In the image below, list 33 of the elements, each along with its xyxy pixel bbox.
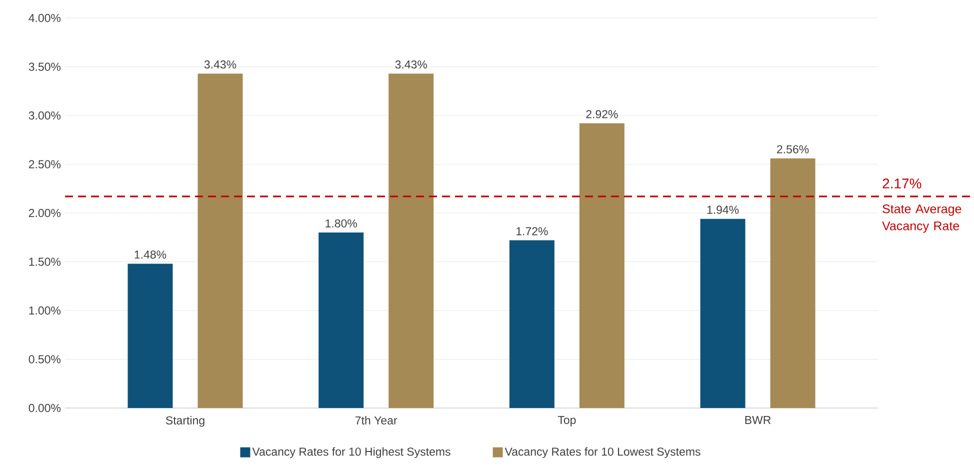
data-label: 3.43% bbox=[204, 60, 236, 69]
y-tick-label: 0.00% bbox=[28, 404, 61, 412]
data-label: 1.48% bbox=[134, 250, 166, 259]
x-tick-label: BWR bbox=[745, 416, 771, 424]
bar bbox=[579, 123, 624, 408]
data-label: 3.43% bbox=[395, 60, 427, 69]
x-tick-label: Starting bbox=[166, 416, 204, 427]
y-tick-label: 1.50% bbox=[29, 258, 61, 266]
y-tick-label: 1.00% bbox=[29, 306, 61, 315]
legend-label: Vacancy Rates for 10 Lowest Systems bbox=[504, 447, 700, 458]
bar bbox=[388, 74, 434, 408]
bar bbox=[318, 232, 364, 408]
y-tick-label: 3.50% bbox=[28, 62, 61, 71]
y-tick-label: 4.00% bbox=[28, 14, 61, 22]
x-tick-label: Top bbox=[558, 416, 576, 426]
data-label: 2.92% bbox=[586, 110, 618, 118]
bar bbox=[770, 158, 816, 408]
x-tick-label: 7th Year bbox=[355, 416, 398, 424]
y-tick-label: 2.50% bbox=[28, 160, 61, 168]
data-label: 1.80% bbox=[326, 219, 357, 228]
y-tick-label: 3.00% bbox=[28, 111, 61, 120]
y-tick-label: 0.50% bbox=[28, 355, 61, 364]
data-label: 2.56% bbox=[777, 145, 809, 154]
bar bbox=[128, 264, 173, 408]
bar bbox=[198, 74, 243, 408]
ref-line-label: State Average Vacancy Rate bbox=[882, 204, 962, 233]
annotation: 2.17% bbox=[882, 178, 922, 188]
data-label: 1.94% bbox=[707, 206, 739, 214]
bar bbox=[509, 240, 554, 408]
y-tick-label: 2.00% bbox=[28, 208, 61, 218]
bar bbox=[700, 218, 746, 408]
data-label: 1.72% bbox=[516, 227, 548, 236]
legend-label: Vacancy Rates for 10 Highest Systems bbox=[252, 447, 450, 458]
